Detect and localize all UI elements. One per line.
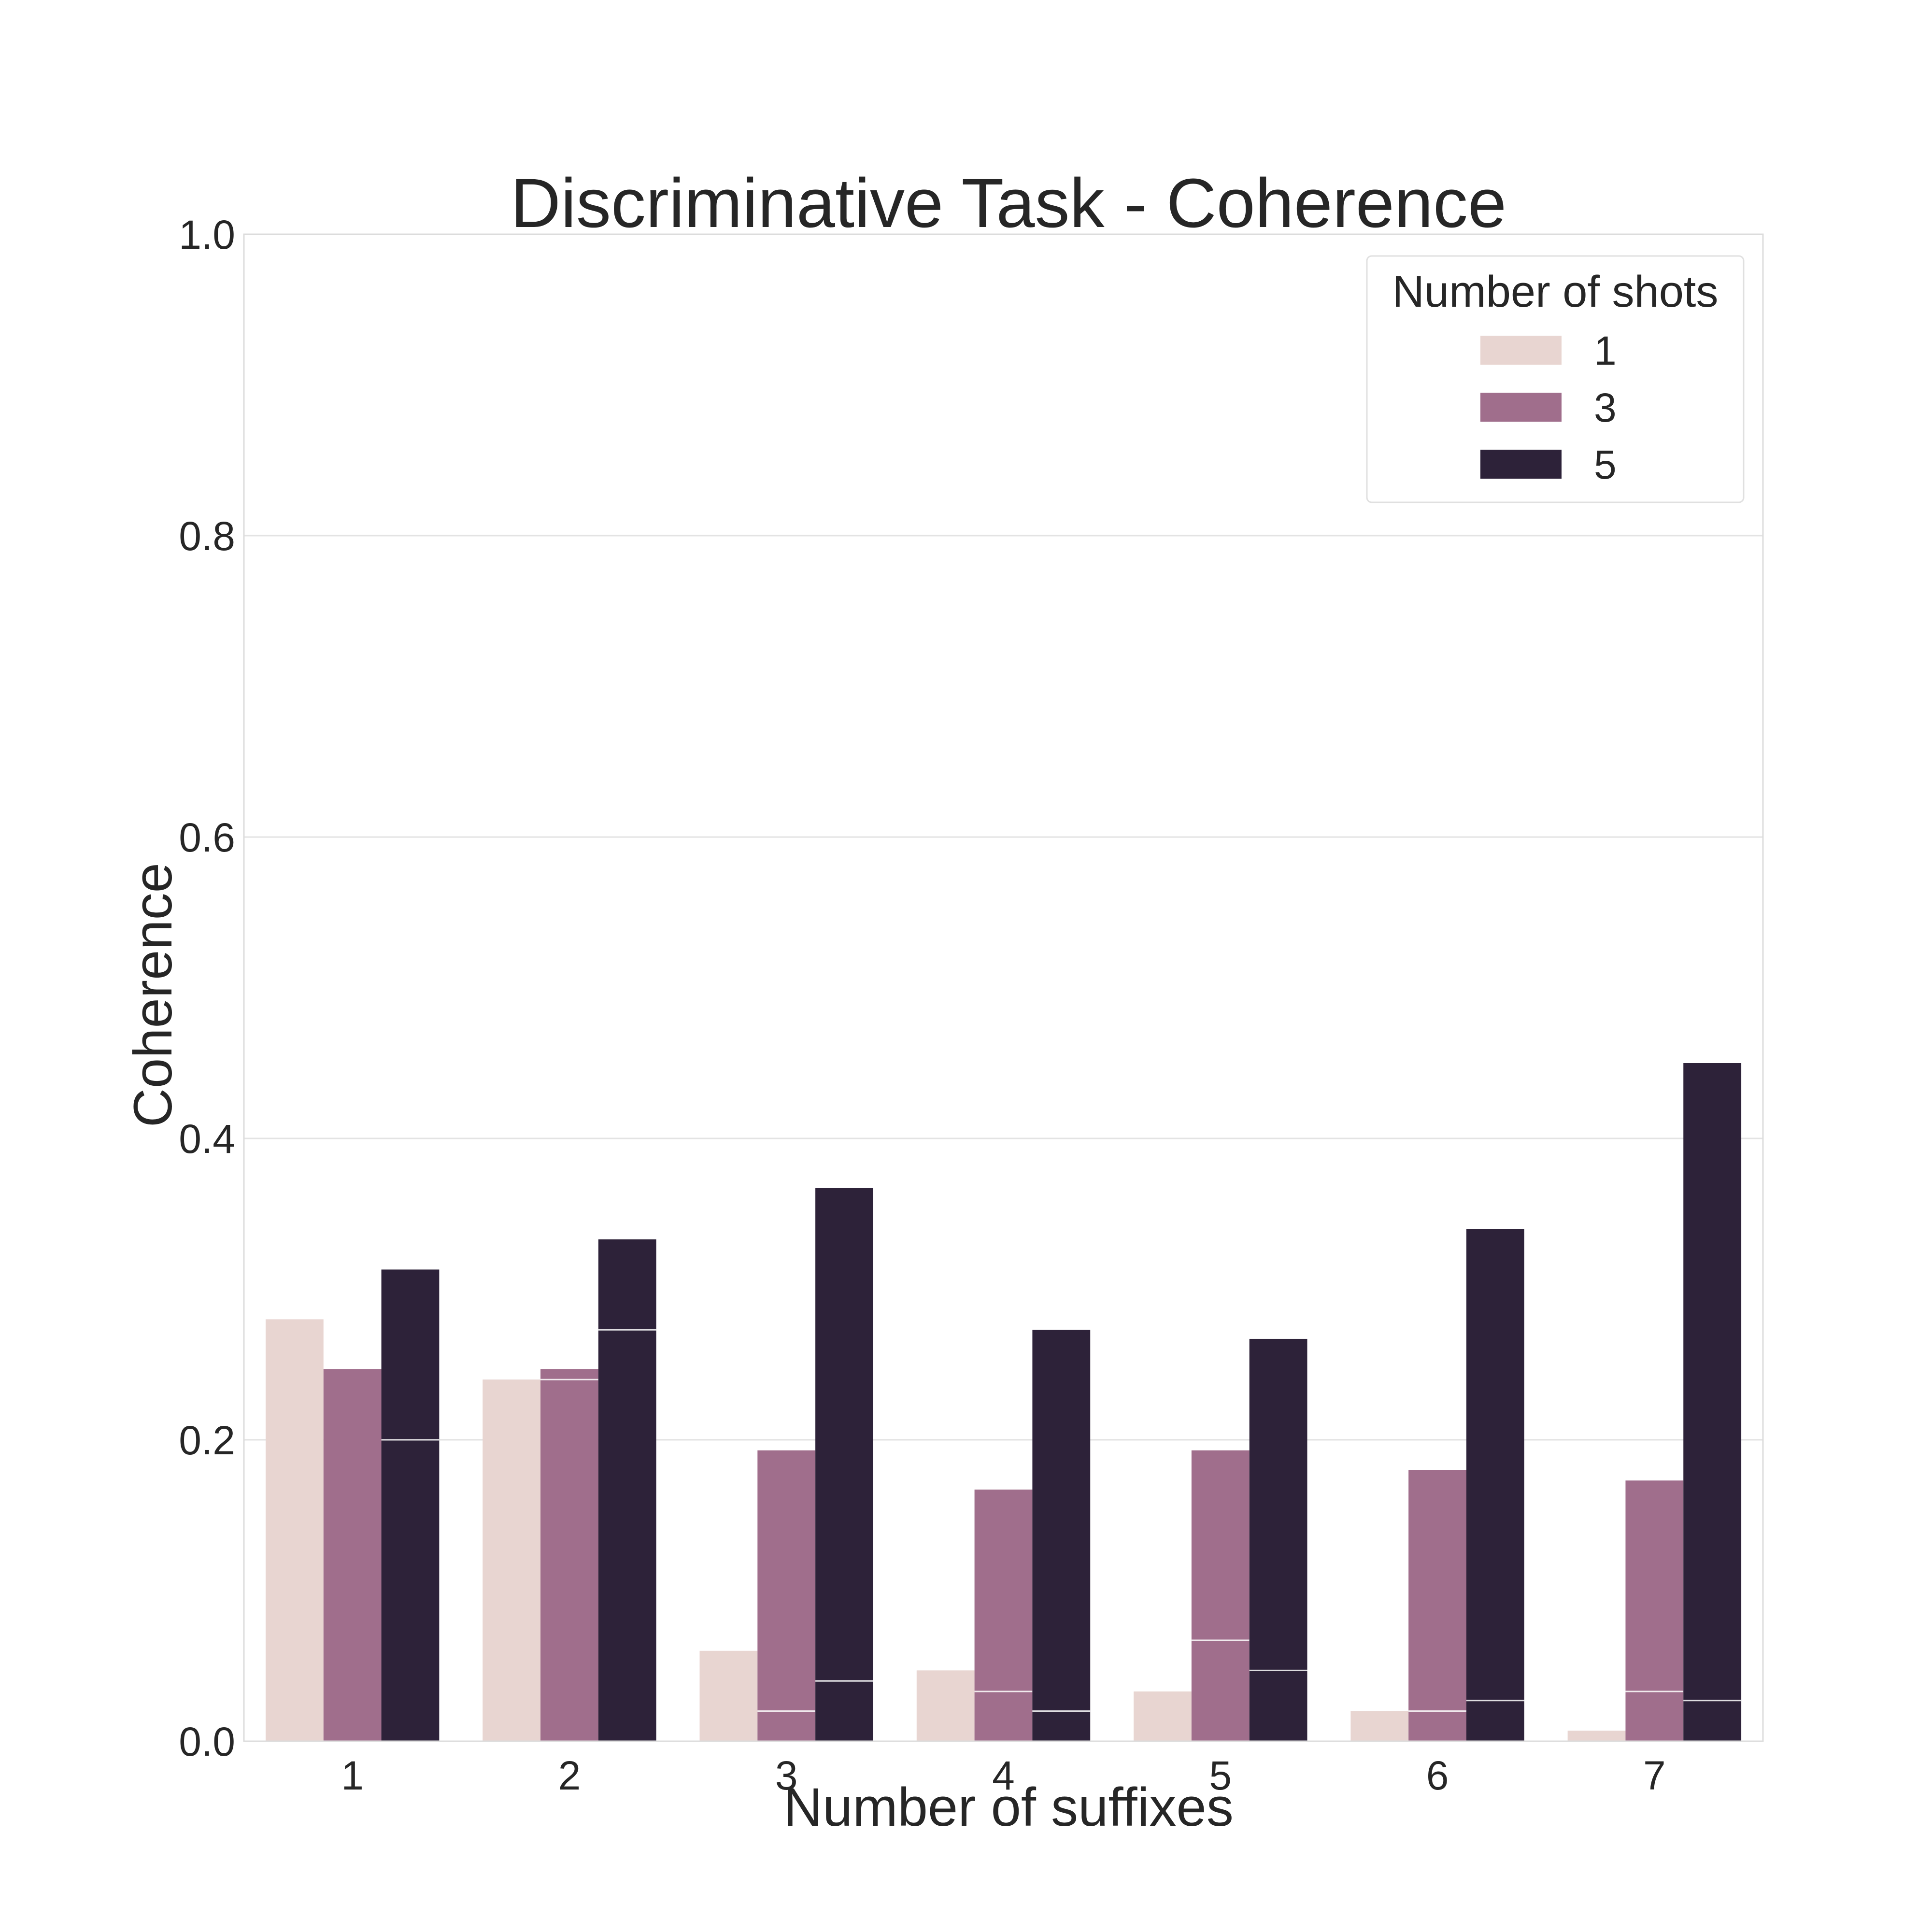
bar-shots-3-suffixes-2 xyxy=(540,1369,598,1741)
legend-swatch xyxy=(1480,450,1562,479)
bar-shots-1-suffixes-3 xyxy=(699,1650,758,1741)
bar-shots-1-suffixes-5 xyxy=(1134,1691,1192,1741)
y-axis-label: Coherence xyxy=(123,863,183,1127)
x-axis-label: Number of suffixes xyxy=(783,1777,1234,1837)
bar-shots-5-suffixes-7 xyxy=(1683,1063,1742,1741)
bar-shots-1-suffixes-4 xyxy=(916,1670,975,1741)
bar-shots-3-suffixes-7 xyxy=(1625,1480,1684,1741)
x-tick-label: 4 xyxy=(992,1753,1015,1798)
y-tick-label: 0.0 xyxy=(179,1719,235,1764)
bar-shots-1-suffixes-2 xyxy=(483,1379,541,1741)
bar-shots-1-suffixes-7 xyxy=(1567,1731,1626,1741)
legend-swatch xyxy=(1480,336,1562,365)
bar-shots-5-suffixes-1 xyxy=(381,1269,440,1741)
y-tick-label: 0.4 xyxy=(179,1116,235,1162)
legend-frame xyxy=(1366,255,1745,503)
legend: Number of shots 1 3 5 xyxy=(1366,255,1745,503)
bar-shots-3-suffixes-3 xyxy=(757,1450,816,1741)
bar-shots-5-suffixes-6 xyxy=(1466,1229,1524,1741)
y-tick-labels: 0.0 0.2 0.4 0.6 0.8 1.0 xyxy=(179,212,235,1764)
bars xyxy=(265,1063,1742,1741)
x-tick-labels: 1 2 3 4 5 6 7 xyxy=(341,1753,1665,1798)
bar-shots-5-suffixes-5 xyxy=(1249,1338,1307,1741)
bar-shots-5-suffixes-3 xyxy=(815,1188,873,1741)
bar-shots-1-suffixes-1 xyxy=(265,1319,324,1741)
plot-frame xyxy=(243,233,1764,1742)
x-tick-label: 2 xyxy=(558,1753,581,1798)
bar-shots-1-suffixes-6 xyxy=(1350,1711,1409,1741)
legend-label: 1 xyxy=(1594,328,1617,373)
y-tick-label: 0.8 xyxy=(179,513,235,559)
legend-items: 1 3 5 xyxy=(1480,328,1617,487)
x-tick-label: 7 xyxy=(1643,1753,1666,1798)
x-tick-label: 6 xyxy=(1426,1753,1449,1798)
legend-label: 5 xyxy=(1594,442,1617,487)
chart-title: Discriminative Task - Coherence xyxy=(511,164,1506,242)
y-tick-label: 1.0 xyxy=(179,212,235,257)
legend-label: 3 xyxy=(1594,385,1617,430)
x-tick-label: 5 xyxy=(1209,1753,1232,1798)
bar-shots-3-suffixes-1 xyxy=(323,1369,382,1741)
bar-shots-5-suffixes-4 xyxy=(1032,1330,1091,1741)
bar-shots-5-suffixes-2 xyxy=(598,1239,656,1741)
bar-shots-3-suffixes-5 xyxy=(1191,1450,1250,1741)
legend-swatch xyxy=(1480,393,1562,422)
y-tick-label: 0.6 xyxy=(179,815,235,860)
x-tick-label: 1 xyxy=(341,1753,364,1798)
x-tick-label: 3 xyxy=(775,1753,798,1798)
bar-shots-3-suffixes-6 xyxy=(1408,1470,1466,1741)
legend-title: Number of shots xyxy=(1392,267,1719,316)
bar-shots-3-suffixes-4 xyxy=(974,1489,1033,1741)
y-tick-label: 0.2 xyxy=(179,1418,235,1463)
